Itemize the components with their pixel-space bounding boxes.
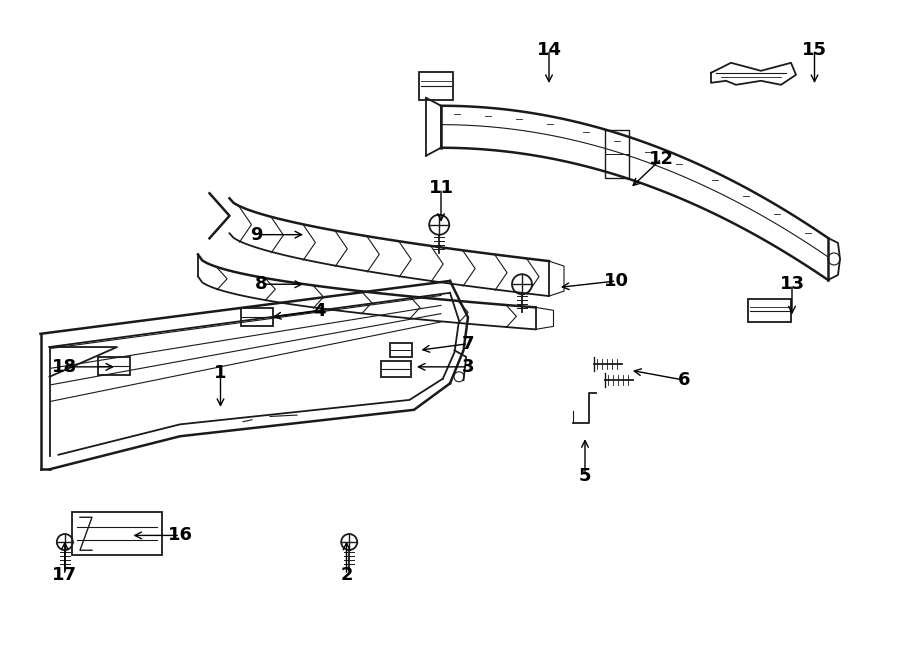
Text: 9: 9	[250, 225, 263, 244]
Text: 6: 6	[678, 371, 690, 389]
Text: 3: 3	[462, 358, 474, 376]
Text: 18: 18	[52, 358, 77, 376]
Bar	[72, 512, 162, 555]
Text: 10: 10	[604, 272, 629, 290]
FancyBboxPatch shape	[390, 343, 411, 358]
Text: 1: 1	[214, 364, 227, 383]
FancyBboxPatch shape	[98, 356, 130, 375]
Text: 4: 4	[313, 301, 326, 320]
Text: 2: 2	[340, 566, 353, 584]
Text: 7: 7	[462, 334, 474, 353]
Text: 11: 11	[428, 179, 454, 198]
FancyBboxPatch shape	[748, 299, 791, 322]
Text: 5: 5	[579, 467, 591, 485]
Text: 17: 17	[52, 566, 77, 584]
Text: 14: 14	[536, 40, 562, 59]
FancyBboxPatch shape	[419, 72, 453, 100]
Text: 13: 13	[779, 275, 805, 293]
Text: 12: 12	[649, 149, 674, 168]
Text: 8: 8	[255, 275, 267, 293]
Text: 16: 16	[167, 526, 193, 545]
Text: 15: 15	[802, 40, 827, 59]
FancyBboxPatch shape	[381, 361, 411, 377]
FancyBboxPatch shape	[240, 308, 273, 327]
